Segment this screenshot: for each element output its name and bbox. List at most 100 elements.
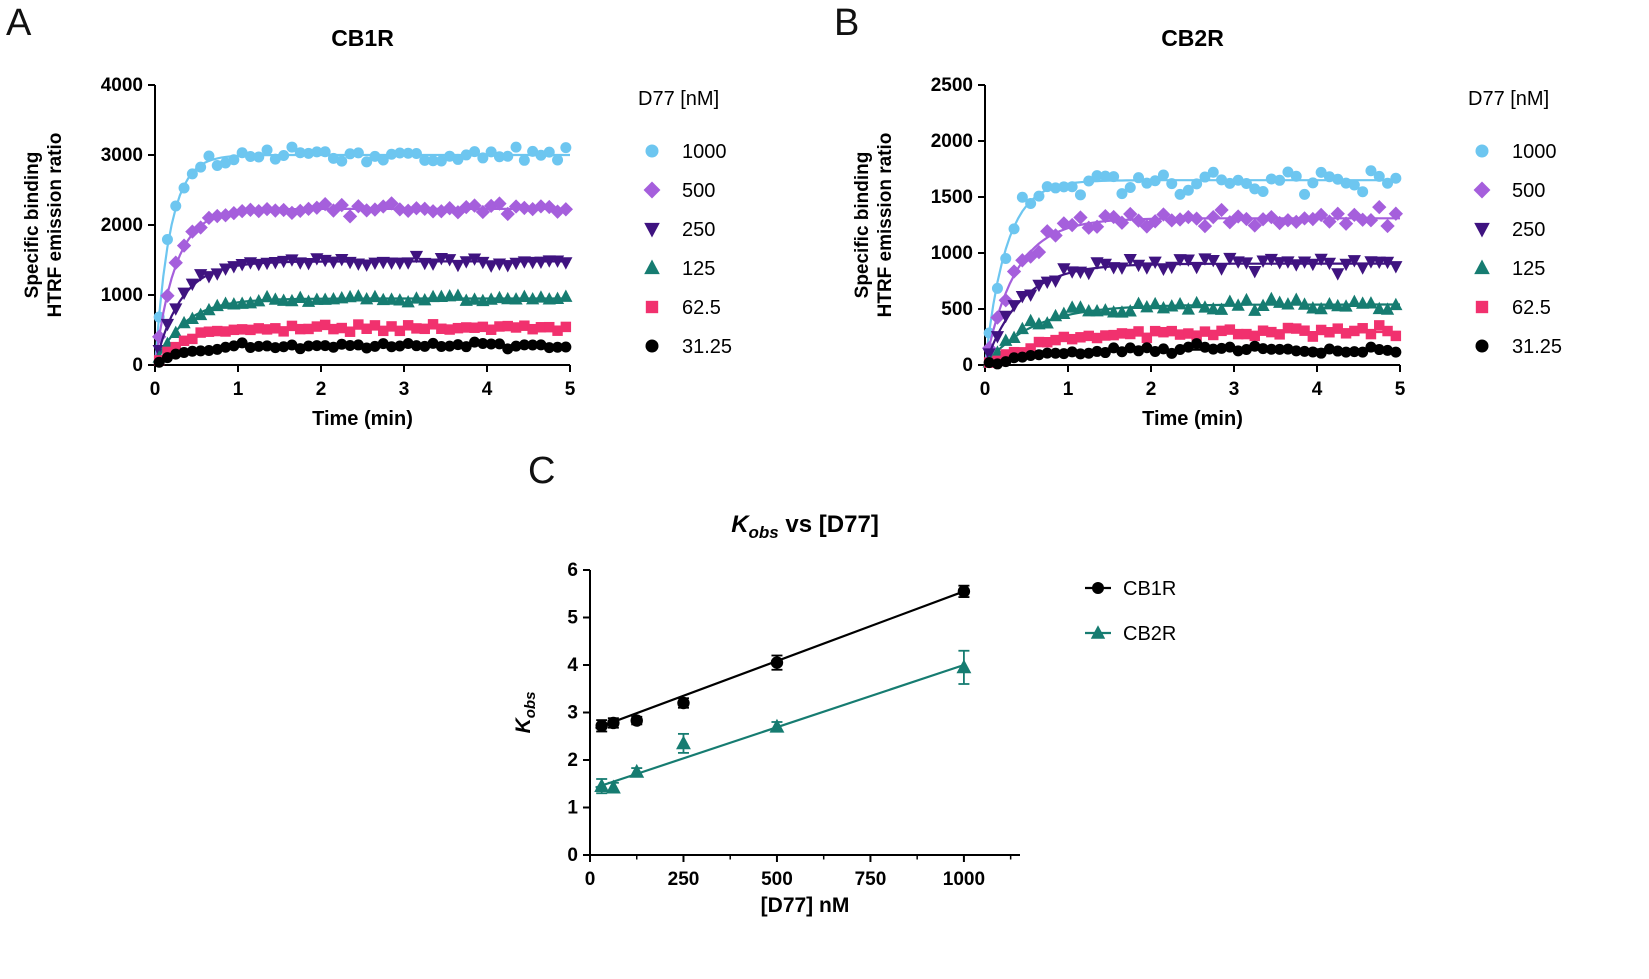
legend-title: D77 [nM] xyxy=(638,88,719,110)
series-250 xyxy=(982,252,1403,366)
marker-triangle-down xyxy=(1264,253,1278,267)
marker-triangle-down xyxy=(1322,257,1337,271)
marker-diamond xyxy=(268,203,283,218)
marker-diamond xyxy=(251,203,266,219)
panel-label-c: C xyxy=(528,450,556,492)
marker-circle xyxy=(1249,340,1261,352)
marker-circle xyxy=(645,144,659,158)
marker-square xyxy=(203,326,215,337)
marker-circle xyxy=(444,150,456,162)
series-CB2R xyxy=(594,649,972,795)
marker-triangle-down xyxy=(1314,253,1328,267)
marker-square xyxy=(344,326,356,337)
marker-square xyxy=(1324,327,1335,338)
marker-triangle-down xyxy=(301,258,316,271)
marker-diamond xyxy=(1247,218,1262,233)
legend-label: 125 xyxy=(682,258,715,280)
marker-square xyxy=(369,320,381,331)
y-tick-label: 0 xyxy=(567,845,578,866)
marker-triangle-down xyxy=(268,257,282,270)
x-tick-label: 2 xyxy=(316,379,327,400)
marker-circle xyxy=(278,341,290,353)
marker-circle xyxy=(1357,186,1369,198)
marker-circle xyxy=(1166,347,1178,359)
marker-diamond xyxy=(152,329,167,344)
marker-triangle-down xyxy=(1057,263,1071,276)
marker-circle xyxy=(1207,166,1219,178)
marker-diamond xyxy=(417,201,432,216)
marker-circle xyxy=(1475,339,1489,353)
marker-square xyxy=(1083,330,1094,342)
marker-circle xyxy=(344,148,356,160)
marker-triangle-up xyxy=(1057,306,1071,319)
marker-square xyxy=(1299,325,1310,336)
marker-circle xyxy=(1232,174,1244,186)
marker-circle xyxy=(535,339,547,351)
marker-square xyxy=(1349,325,1360,337)
marker-triangle-up xyxy=(1073,300,1088,313)
marker-circle xyxy=(410,148,422,160)
marker-triangle-down xyxy=(252,258,266,272)
marker-circle xyxy=(1091,170,1103,182)
marker-triangle-down xyxy=(526,256,540,270)
marker-square xyxy=(1232,328,1244,340)
y-tick-label: 500 xyxy=(941,299,973,320)
marker-circle xyxy=(1332,173,1344,185)
marker-circle xyxy=(1240,343,1252,355)
marker-circle xyxy=(1000,253,1012,265)
marker-triangle-up xyxy=(260,289,274,303)
marker-triangle-down xyxy=(1223,252,1237,266)
marker-triangle-up xyxy=(1322,297,1337,310)
marker-circle xyxy=(1224,177,1236,189)
marker-triangle-up xyxy=(501,291,515,305)
marker-square xyxy=(1332,323,1343,334)
marker-triangle-down xyxy=(235,258,249,272)
marker-triangle-down xyxy=(1190,261,1204,275)
marker-circle xyxy=(1340,346,1352,358)
legend-label: 62.5 xyxy=(1512,297,1551,319)
marker-circle xyxy=(236,337,248,349)
marker-triangle-up xyxy=(1123,304,1137,317)
marker-circle xyxy=(1216,342,1228,354)
marker-triangle-up xyxy=(310,292,324,305)
marker-circle xyxy=(361,342,373,354)
marker-circle xyxy=(1025,197,1037,209)
marker-circle xyxy=(269,153,281,165)
marker-circle xyxy=(386,148,398,160)
y-axis-label: Kobs xyxy=(512,692,539,734)
marker-circle xyxy=(369,150,381,162)
marker-triangle-up xyxy=(268,292,282,305)
marker-circle xyxy=(1124,342,1136,354)
marker-triangle-up xyxy=(1140,299,1154,313)
marker-square xyxy=(1374,320,1385,331)
marker-circle xyxy=(1033,190,1045,202)
legend-label: CB2R xyxy=(1123,623,1176,645)
marker-circle xyxy=(170,200,182,212)
marker-square xyxy=(1025,343,1036,354)
marker-square xyxy=(477,321,489,333)
marker-square xyxy=(1365,328,1377,340)
marker-triangle-up xyxy=(285,293,299,307)
marker-diamond xyxy=(558,202,573,217)
marker-triangle-down xyxy=(1015,291,1029,304)
y-tick-label: 4 xyxy=(567,655,578,676)
marker-circle xyxy=(493,151,505,163)
marker-square xyxy=(311,321,323,332)
marker-circle xyxy=(1274,174,1286,186)
marker-square xyxy=(452,322,464,334)
marker-circle xyxy=(1092,582,1104,594)
marker-circle xyxy=(1141,177,1153,189)
marker-circle xyxy=(261,340,273,352)
marker-diamond xyxy=(193,220,208,235)
marker-square xyxy=(178,335,190,347)
marker-square xyxy=(1208,329,1219,341)
marker-circle xyxy=(286,141,298,153)
marker-circle xyxy=(1091,345,1103,357)
marker-triangle-down xyxy=(443,254,457,267)
marker-square xyxy=(1100,330,1111,341)
marker-triangle-down xyxy=(1239,257,1254,270)
marker-circle xyxy=(336,338,348,350)
marker-circle xyxy=(444,340,456,352)
marker-triangle-down xyxy=(509,257,523,271)
marker-triangle-up xyxy=(1082,304,1096,317)
